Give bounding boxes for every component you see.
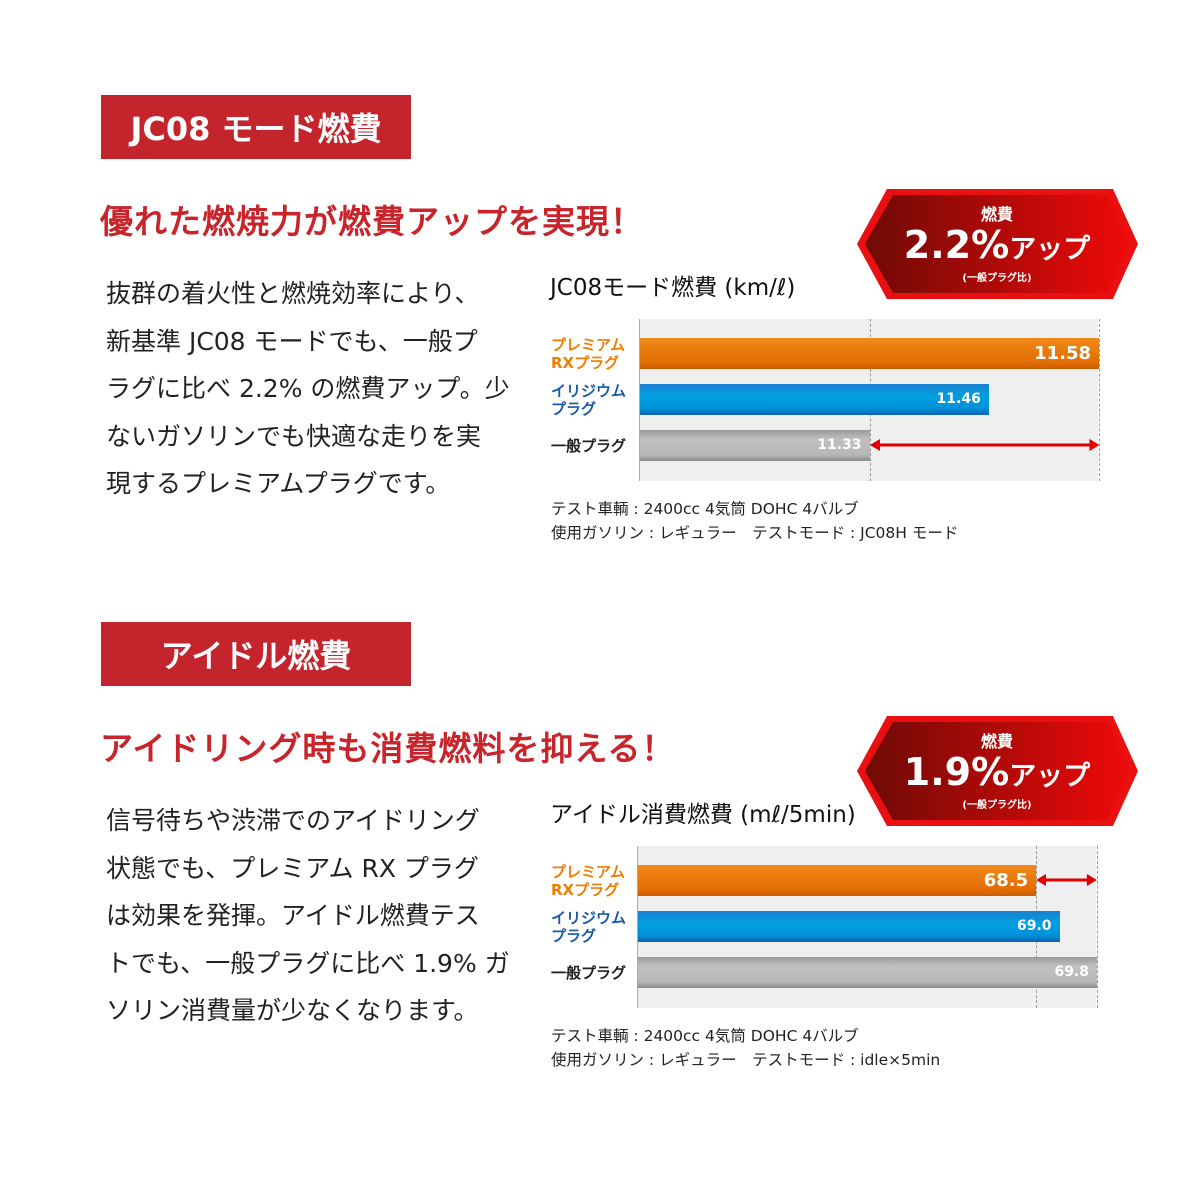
body-line: 抜群の着火性と燃焼効率により、 xyxy=(106,279,480,308)
body-line: ソリン消費量が少なくなります。 xyxy=(106,996,479,1025)
bar: 68.5 xyxy=(638,865,1037,896)
body-line: トでも、一般プラグに比べ 1.9% ガ xyxy=(106,948,510,978)
headline: アイドリング時も消費燃料を抑える！ xyxy=(100,729,676,768)
note-line: 使用ガソリン : レギュラー テストモード : idle×5min xyxy=(551,1051,941,1069)
badge-label: 燃費 xyxy=(980,205,1013,224)
bar: 69.8 xyxy=(638,957,1097,988)
body-line: 状態でも、プレミアム RX プラグ xyxy=(106,853,479,883)
category-label: 一般プラグ xyxy=(551,964,627,982)
bar: 69.0 xyxy=(638,911,1060,942)
bar-value-label: 69.8 xyxy=(1054,964,1089,980)
chart-title: アイドル消費燃費 (mℓ/5min) xyxy=(550,802,856,828)
category-label: イリジウム プラグ xyxy=(551,382,627,418)
category-label: プレミアム RXプラグ xyxy=(551,863,625,899)
badge-suffix: アップ xyxy=(1009,234,1091,265)
section-header: JC08 モード燃費 xyxy=(101,95,411,159)
badge-sub: (一般プラグ比) xyxy=(962,800,1032,811)
reference-line xyxy=(1099,319,1100,481)
body-line: は効果を発揮。アイドル燃費テス xyxy=(106,901,480,930)
chart-plot-area: 11.58 11.46 11.33 xyxy=(639,319,1100,481)
note-line: 使用ガソリン : レギュラー テストモード : JC08H モード xyxy=(551,524,959,542)
section-2: アイドル燃費 アイドリング時も消費燃料を抑える！ 信号待ちや渋滞でのアイドリング… xyxy=(0,527,1200,1069)
difference-arrow xyxy=(1036,874,1097,886)
test-notes: テスト車輌 : 2400cc 4気筒 DOHC 4バルブ使用ガソリン : レギュ… xyxy=(551,497,958,545)
section-1: JC08 モード燃費 優れた燃焼力が燃費アップを実現！ 抜群の着火性と燃焼効率に… xyxy=(0,0,1200,542)
hexagon-badge-shape xyxy=(857,189,1138,299)
chart-title: JC08モード燃費 (km/ℓ) xyxy=(550,275,796,301)
difference-arrow xyxy=(869,439,1099,451)
bar-value-label: 11.58 xyxy=(1034,343,1091,364)
category-label: 一般プラグ xyxy=(551,437,627,455)
test-notes: テスト車輌 : 2400cc 4気筒 DOHC 4バルブ使用ガソリン : レギュ… xyxy=(551,1024,940,1072)
bar-value-label: 69.0 xyxy=(1016,918,1052,934)
reference-line xyxy=(1097,846,1098,1008)
category-label: イリジウム プラグ xyxy=(551,909,627,945)
bar-value-label: 11.33 xyxy=(817,437,862,453)
badge-sub: (一般プラグ比) xyxy=(962,273,1032,284)
body-line: 現するプレミアムプラグです。 xyxy=(106,469,451,498)
chart-plot-area: 68.5 69.0 69.8 xyxy=(637,846,1098,1008)
body-line: 信号待ちや渋滞でのアイドリング xyxy=(106,806,480,835)
headline: 優れた燃焼力が燃費アップを実現！ xyxy=(100,202,644,241)
hexagon-badge-shape xyxy=(857,716,1138,826)
badge-value: 1.9% xyxy=(903,750,1010,794)
section-header: アイドル燃費 xyxy=(101,622,411,686)
body-line: ないガソリンでも快適な走りを実 xyxy=(106,421,482,451)
bar: 11.33 xyxy=(640,430,870,461)
improvement-badge: 燃費 2.2%アップ (一般プラグ比) xyxy=(855,187,1139,301)
body-line: 新基準 JC08 モードでも、一般プ xyxy=(106,326,478,356)
note-line: テスト車輌 : 2400cc 4気筒 DOHC 4バルブ xyxy=(551,500,859,518)
body-text: 信号待ちや渋滞でのアイドリング 状態でも、プレミアム RX プラグ は効果を発揮。ア… xyxy=(106,797,516,1035)
bar-value-label: 68.5 xyxy=(983,870,1029,891)
badge-suffix: アップ xyxy=(1009,761,1091,792)
note-line: テスト車輌 : 2400cc 4気筒 DOHC 4バルブ xyxy=(551,1027,859,1045)
body-line: ラグに比べ 2.2% の燃費アップ。少 xyxy=(106,374,510,403)
badge-label: 燃費 xyxy=(980,732,1013,751)
bar-value-label: 11.46 xyxy=(936,391,981,407)
badge-value: 2.2% xyxy=(903,223,1010,267)
improvement-badge: 燃費 1.9%アップ (一般プラグ比) xyxy=(855,714,1139,828)
category-label: プレミアム RXプラグ xyxy=(551,336,625,372)
bar: 11.46 xyxy=(640,384,989,415)
body-text: 抜群の着火性と燃焼効率により、 新基準 JC08 モードでも、一般プラグに比べ 2… xyxy=(106,270,516,508)
bar: 11.58 xyxy=(640,338,1099,369)
